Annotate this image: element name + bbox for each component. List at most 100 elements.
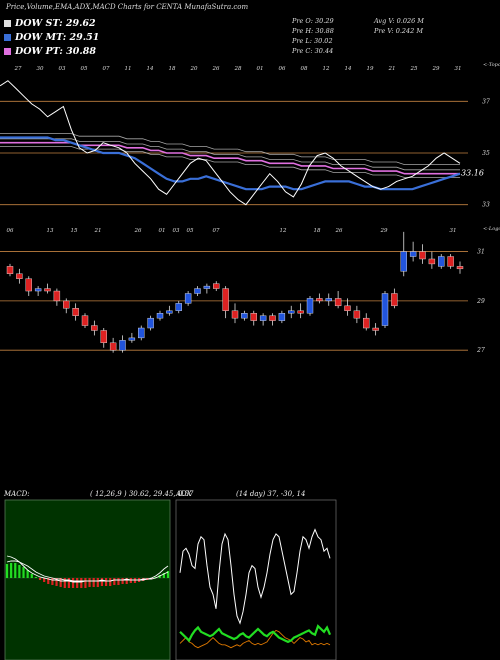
candle-body [128,337,136,341]
price-date-label: 26 [335,228,343,234]
candle-body [391,293,398,307]
candle-body [297,310,304,314]
ema-date-label: 25 [410,66,418,72]
ema-date-label: 01 [257,66,264,72]
price-date-label: 15 [71,228,78,234]
candle-body [166,310,173,314]
ema-y-tick-label: 33 [482,202,490,209]
ema-pt-line [0,141,460,175]
ema-date-label: 28 [234,66,242,72]
price-date-label: 07 [213,228,220,234]
price-y-tick-label: 27 [476,347,485,354]
ema-date-label: 08 [301,66,308,72]
ema-date-label: 06 [279,66,286,72]
legend-swatch-mt [4,33,11,41]
legend-dow-pt: DOW PT: 30.88 [4,45,96,57]
legend-swatch-st [4,19,11,27]
price-date-label: 03 [173,228,180,234]
candle-body [63,300,70,309]
candle-body [109,342,117,351]
macd-params: ( 12,26,9 ) 30.62, 29.45, 0.57 [90,490,194,498]
price-date-label: 12 [280,228,287,234]
ema-ribbon-line [0,133,460,165]
candle-body [25,278,32,292]
ema-date-label: 03 [59,66,66,72]
candle-body [175,303,182,311]
candle-body [147,317,154,329]
candle-body [447,256,454,267]
candle-body [6,266,14,274]
candle-body [194,288,201,294]
ema-date-label: 05 [81,66,88,72]
candle-body [344,305,351,311]
candle-body [184,293,192,304]
adx-minus-di-line [179,629,331,649]
ema-right-label: <-Topo [483,62,500,68]
price-date-label: 21 [94,228,102,234]
ema-date-label: 11 [125,66,132,72]
candle-body [306,298,314,314]
candle-body [259,315,267,321]
macd-label: MACD: [4,490,30,498]
ema-date-label: 14 [345,66,352,72]
candle-body [316,298,323,302]
macd-panel [4,499,171,660]
candle-body [34,288,42,292]
candle-body [419,251,426,260]
adx-plus-di-line [179,624,332,644]
legend-label-mt: DOW MT: 29.51 [15,31,100,43]
candle-body [428,258,436,265]
ema-date-label: 30 [37,66,44,72]
candle-body [334,298,342,307]
candle-body [353,310,361,319]
ema-ribbon-line [0,138,460,171]
adx-label: ADX [176,490,192,498]
candle-body [119,340,126,351]
adx-panel [175,499,337,660]
price-date-label: 01 [159,228,166,234]
ema-date-label: 18 [169,66,176,72]
ema-price-line [0,80,461,206]
macd-line [6,555,169,583]
ema-date-label: 29 [432,66,440,72]
adx-background [175,499,337,660]
candle-body [400,251,407,272]
price-y-tick-label: 31 [477,249,485,256]
price-date-label: 26 [134,228,142,234]
candle-body [278,313,286,321]
candle-body [372,327,379,331]
quote-open: Pre O: 30.29 [292,17,334,25]
legend-label-st: DOW ST: 29.62 [15,17,96,29]
price-date-label: 29 [380,228,388,234]
candle-body [53,290,61,302]
ema-date-label: 26 [212,66,220,72]
ema-fast-line [0,136,461,191]
candle-body [288,310,295,314]
legend-label-pt: DOW PT: 30.88 [15,45,96,57]
ema-date-label: 07 [103,66,110,72]
candle-body [269,315,276,321]
chart-title: Price,Volume,EMA,ADX,MACD Charts for CEN… [6,3,249,11]
candle-body [409,251,417,257]
quote-close: Pre C: 30.44 [292,47,334,55]
macd-background [4,499,171,660]
ema-date-label: 14 [147,66,154,72]
ema-y-tick-label: 37 [482,98,490,105]
volume-previous: Pre V: 0.242 M [374,27,424,35]
ema-date-label: 20 [190,66,198,72]
legend-swatch-pt [4,47,11,55]
candle-body [250,313,257,321]
legend-dow-st: DOW ST: 29.62 [4,17,96,29]
candle-body [222,288,229,311]
price-date-label: 05 [187,228,194,234]
candle-body [72,308,79,316]
price-date-label: 18 [314,228,321,234]
quote-low: Pre L: 30.02 [292,37,333,45]
volume-average: Avg V: 0.026 M [374,17,424,25]
candle-body [325,298,332,302]
adx-line [179,528,331,625]
candle-body [156,313,164,319]
candle-body [231,310,239,319]
ema-date-label: 12 [323,66,330,72]
